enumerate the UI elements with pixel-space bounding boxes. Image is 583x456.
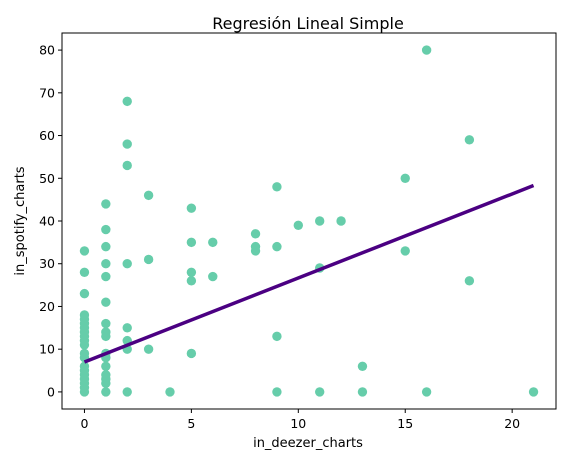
data-point: [122, 259, 132, 269]
plot-area: [79, 45, 539, 397]
y-tick-label: 60: [39, 128, 55, 143]
data-point: [165, 387, 175, 397]
y-tick-label: 0: [47, 384, 55, 399]
data-point: [101, 318, 111, 329]
data-point: [122, 96, 132, 107]
data-point: [101, 224, 111, 235]
y-tick-label: 30: [39, 256, 55, 271]
data-point: [101, 271, 111, 282]
x-tick-label: 5: [187, 416, 195, 431]
data-point: [357, 387, 368, 397]
data-point: [79, 348, 90, 359]
data-point: [143, 190, 154, 201]
data-point: [208, 237, 218, 248]
data-point: [101, 259, 111, 269]
data-point: [122, 323, 132, 333]
data-point: [186, 276, 197, 286]
data-point: [79, 267, 90, 277]
axes: 0 5 10 15 20 0 10 20 30 40 50 60 70 80: [39, 43, 520, 431]
data-point: [272, 182, 282, 192]
data-point: [272, 387, 282, 397]
data-point: [208, 271, 218, 282]
x-tick-label: 20: [504, 416, 520, 431]
data-point: [79, 288, 90, 299]
data-point: [143, 344, 154, 354]
data-point: [79, 310, 90, 320]
data-point: [250, 229, 261, 239]
data-point: [186, 348, 197, 359]
regression-line: [83, 183, 535, 364]
data-point: [101, 370, 111, 380]
y-tick-label: 70: [39, 85, 55, 100]
data-point: [293, 220, 304, 230]
data-point: [186, 237, 197, 248]
data-point: [143, 254, 154, 265]
data-point: [101, 361, 111, 371]
data-point: [400, 246, 410, 256]
data-point: [79, 246, 90, 256]
data-point: [122, 387, 132, 397]
data-point: [250, 241, 261, 252]
data-point: [101, 241, 111, 252]
y-tick-label: 50: [39, 171, 55, 186]
y-tick-label: 80: [39, 43, 55, 58]
data-point: [464, 276, 475, 286]
data-point: [528, 387, 539, 397]
plot-frame: [61, 32, 557, 410]
chart-title: Regresión Lineal Simple: [212, 14, 404, 33]
data-point: [272, 331, 282, 342]
data-point: [336, 216, 346, 226]
y-tick-label: 20: [39, 299, 55, 314]
data-point: [400, 173, 410, 183]
x-tick-label: 0: [80, 416, 88, 431]
data-point: [272, 241, 282, 252]
y-tick-label: 40: [39, 214, 55, 229]
data-point: [122, 139, 132, 149]
data-point: [101, 199, 111, 209]
data-point: [357, 361, 368, 371]
data-point: [464, 135, 475, 145]
data-point: [314, 387, 325, 397]
data-point: [314, 216, 325, 226]
data-point: [421, 387, 432, 397]
data-point: [79, 361, 90, 371]
data-point: [186, 203, 197, 213]
y-tick-label: 10: [39, 342, 55, 357]
x-axis-label: in_deezer_charts: [253, 436, 363, 451]
x-tick-label: 15: [397, 416, 413, 431]
data-point: [101, 327, 111, 337]
y-axis-label: in_spotify_charts: [13, 166, 28, 275]
x-tick-label: 10: [290, 416, 306, 431]
data-point: [421, 45, 432, 55]
data-point: [101, 297, 111, 307]
data-point: [186, 267, 197, 277]
data-point: [122, 160, 132, 171]
data-point: [101, 387, 111, 397]
